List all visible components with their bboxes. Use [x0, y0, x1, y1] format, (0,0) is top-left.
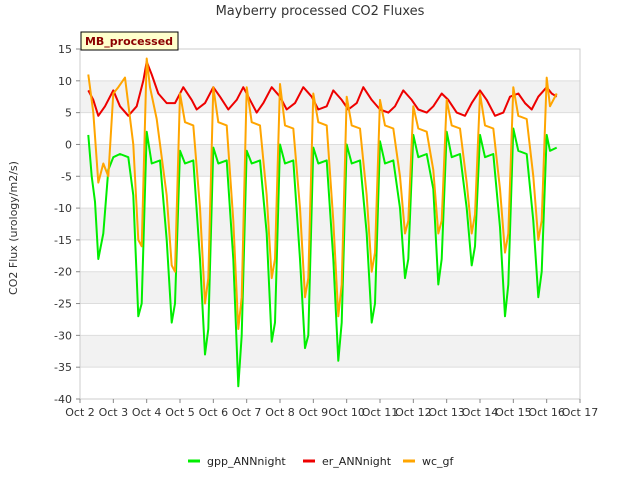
x-tick-label: Oct 10 — [328, 406, 365, 419]
x-tick-label: Oct 11 — [362, 406, 399, 419]
series-line-er_ANNnight — [87, 60, 558, 117]
y-axis-title: CO2 Flux (urology/m2/s) — [7, 161, 20, 295]
y-tick-label: 15 — [58, 43, 72, 56]
x-tick-label: Oct 4 — [132, 406, 162, 419]
x-tick-label: Oct 9 — [299, 406, 329, 419]
y-tick-label: -40 — [54, 393, 72, 406]
x-tick-label: Oct 3 — [99, 406, 129, 419]
x-tick-label: Oct 12 — [395, 406, 432, 419]
x-tick-label: Oct 17 — [562, 406, 599, 419]
x-tick-label: Oct 13 — [428, 406, 465, 419]
y-tick-label: 10 — [58, 75, 72, 88]
x-tick-label: Oct 15 — [495, 406, 532, 419]
x-axis-ticks: Oct 2 Oct 3 Oct 4 Oct 5 Oct 6 Oct 7 Oct 8 Oct 9… — [65, 399, 598, 419]
x-tick-label: Oct 2 — [65, 406, 95, 419]
x-tick-label: Oct 6 — [199, 406, 229, 419]
y-tick-label: -10 — [54, 202, 72, 215]
y-tick-label: -35 — [54, 361, 72, 374]
y-tick-label: -15 — [54, 234, 72, 247]
y-tick-label: 5 — [65, 107, 72, 120]
chart-title: Mayberry processed CO2 Fluxes — [216, 4, 425, 19]
badge-box — [80, 31, 179, 51]
series-line-wc_gf — [87, 57, 558, 330]
series-lines — [87, 57, 558, 388]
legend-label-wc_gf: wc_gf — [422, 455, 455, 468]
y-tick-label: -30 — [54, 329, 72, 342]
band — [80, 335, 580, 368]
x-tick-label: Oct 5 — [165, 406, 195, 419]
plot-frame — [79, 48, 581, 400]
band — [80, 271, 580, 304]
x-tick-label: Oct 7 — [232, 406, 262, 419]
y-tick-label: -20 — [54, 266, 72, 279]
x-tick-label: Oct 8 — [265, 406, 295, 419]
x-tick-label: Oct 16 — [528, 406, 565, 419]
badge-label: MB_processed — [85, 35, 173, 48]
y-axis-ticks: 15 10 5 0 -5 -10 -15 -20 -25 -30 -35 -40 — [54, 43, 80, 406]
legend-label-gpp_ANNnight: gpp_ANNnight — [207, 455, 286, 468]
dataset-badge: MB_processed — [80, 31, 179, 51]
y-tick-label: -5 — [61, 170, 72, 183]
x-tick-label: Oct 14 — [462, 406, 499, 419]
y-tick-label: 0 — [65, 138, 72, 151]
legend: gpp_ANNnight er_ANNnight wc_gf — [188, 455, 455, 468]
legend-label-er_ANNnight: er_ANNnight — [322, 455, 392, 468]
y-tick-label: -25 — [54, 298, 72, 311]
series-line-gpp_ANNnight — [87, 127, 558, 388]
